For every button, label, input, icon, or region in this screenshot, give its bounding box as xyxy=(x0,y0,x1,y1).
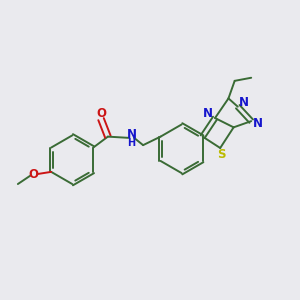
Text: O: O xyxy=(29,168,39,181)
Text: H: H xyxy=(128,138,136,148)
Text: O: O xyxy=(96,106,106,120)
Text: S: S xyxy=(217,148,226,161)
Text: N: N xyxy=(203,107,213,120)
Text: N: N xyxy=(127,128,137,141)
Text: N: N xyxy=(239,96,249,109)
Text: N: N xyxy=(253,117,263,130)
